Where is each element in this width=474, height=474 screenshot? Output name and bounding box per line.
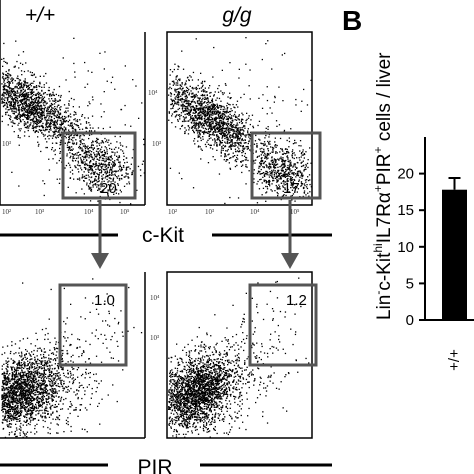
scatter-panel-bot-gg: 1.2 bbox=[166, 271, 318, 439]
ylabel-part: cells / liver bbox=[374, 52, 395, 147]
dot-cloud bbox=[1, 37, 145, 205]
pir-axis-label: PIR bbox=[137, 456, 172, 474]
gate-box bbox=[58, 283, 128, 367]
panel-b-letter: B bbox=[342, 5, 362, 36]
scatter-panel-top-wt: 20 bbox=[0, 0, 146, 206]
bar-y-tick-label: 20 bbox=[397, 166, 414, 183]
ylabel-sup: hi bbox=[371, 243, 385, 252]
tick-label: 10² bbox=[2, 208, 11, 216]
tick-label: 10³ bbox=[2, 140, 11, 148]
ylabel-sup: + bbox=[371, 146, 385, 153]
ylabel-part: IL7Rα bbox=[374, 192, 395, 243]
bar-y-axis-label: Lin-c-KithiIL7Rα+PIR+ cells / liver bbox=[371, 52, 395, 320]
tick-labels: 10⁴ 10³ 10² 10³ 10⁴ 10⁵ 10⁴ 10³ 10² 10³ … bbox=[2, 89, 300, 342]
arrow-down-wt bbox=[91, 200, 109, 269]
tick-label: 10³ bbox=[35, 208, 44, 216]
gate-percent: 17 bbox=[283, 180, 300, 197]
bar-y-tick-label: 10 bbox=[397, 239, 414, 256]
bar bbox=[442, 189, 467, 320]
tick-label: 10⁴ bbox=[250, 208, 260, 216]
tick-label: 10⁴ bbox=[150, 294, 160, 302]
ylabel-sup: + bbox=[371, 185, 385, 192]
genotype-label-wt: +/+ bbox=[25, 4, 55, 27]
gate-box bbox=[250, 131, 322, 200]
scatter-panel-bot-wt: 1.0 bbox=[0, 272, 146, 439]
tick-label: 10⁴ bbox=[148, 89, 158, 97]
tick-label: 10⁴ bbox=[84, 208, 94, 216]
arrow-down-gg bbox=[281, 200, 299, 269]
gate-box bbox=[248, 283, 318, 367]
dot-cloud bbox=[168, 277, 310, 438]
ylabel-sup: - bbox=[371, 291, 385, 295]
dot-cloud bbox=[1, 278, 143, 439]
bar-marks bbox=[442, 176, 467, 320]
tick-label: 10³ bbox=[205, 208, 214, 216]
tick-label: 10³ bbox=[152, 140, 161, 148]
ylabel-part: c-Kit bbox=[374, 252, 395, 291]
bar-y-ticks: 0 5 10 15 20 bbox=[397, 166, 425, 329]
ylabel-part: PIR bbox=[374, 153, 395, 185]
genotype-label-gg: g/g bbox=[222, 4, 252, 27]
ylabel-part: Lin bbox=[374, 295, 395, 320]
bar-y-tick-label: 0 bbox=[406, 312, 414, 329]
bar-y-tick-label: 5 bbox=[406, 275, 414, 292]
tick-label: 10² bbox=[168, 208, 177, 216]
gate-box bbox=[61, 131, 137, 200]
tick-label: 10⁵ bbox=[290, 208, 300, 216]
scatter-panel-top-gg: 17 bbox=[166, 31, 322, 206]
gate-percent: 20 bbox=[100, 180, 117, 197]
gate-percent: 1.0 bbox=[94, 292, 115, 309]
gate-percent: 1.2 bbox=[286, 292, 307, 309]
ckit-axis-label: c-Kit bbox=[142, 224, 184, 247]
bar-category-label: +/+ bbox=[446, 349, 463, 371]
dot-cloud bbox=[168, 37, 313, 205]
tick-label: 10⁵ bbox=[120, 208, 130, 216]
bar-y-tick-label: 15 bbox=[397, 202, 414, 219]
tick-label: 10⁴ bbox=[2, 89, 12, 97]
tick-label: 10³ bbox=[150, 334, 159, 342]
